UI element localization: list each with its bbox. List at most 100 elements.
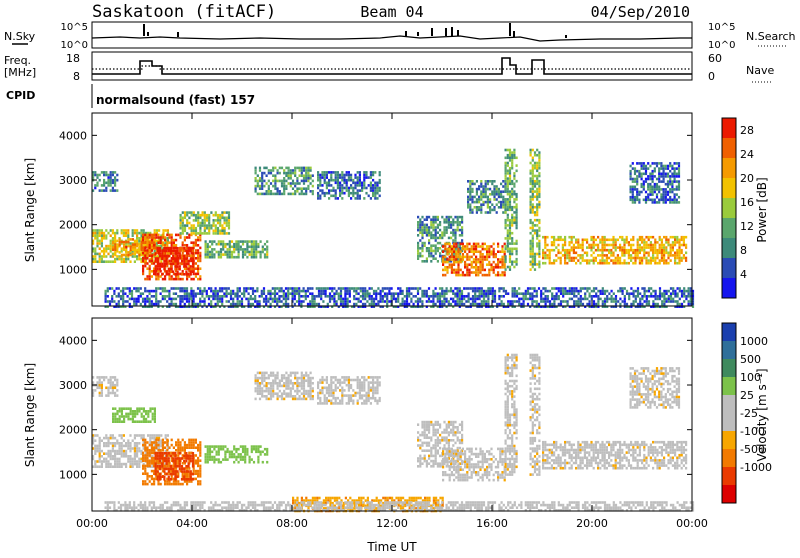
range-cell <box>125 251 127 254</box>
range-cell <box>112 434 114 437</box>
range-cell <box>573 259 575 262</box>
range-cell <box>446 218 448 221</box>
range-cell <box>494 298 496 301</box>
range-cell <box>224 211 226 214</box>
range-cell <box>685 298 687 301</box>
range-cell <box>388 300 390 303</box>
range-cell <box>449 250 451 253</box>
range-cell <box>96 450 98 453</box>
range-cell <box>678 170 680 173</box>
range-cell <box>337 179 339 182</box>
range-cell <box>633 300 635 303</box>
range-cell <box>296 287 298 290</box>
range-cell <box>501 271 503 274</box>
range-cell <box>643 239 645 242</box>
range-cell <box>361 182 363 185</box>
range-cell <box>199 217 201 220</box>
range-cell <box>538 250 540 253</box>
range-cell <box>573 295 575 298</box>
range-cell <box>457 248 459 251</box>
range-cell <box>344 292 346 295</box>
range-cell <box>532 159 534 162</box>
range-cell <box>511 216 513 219</box>
range-cell <box>666 290 668 293</box>
range-cell <box>151 303 153 306</box>
range-cell <box>452 234 454 237</box>
range-cell <box>645 170 647 173</box>
range-cell <box>496 193 498 196</box>
range-cell <box>575 241 577 244</box>
range-cell <box>578 292 580 295</box>
range-cell <box>151 260 153 263</box>
range-cell <box>500 206 502 209</box>
range-cell <box>650 262 652 265</box>
range-cell <box>166 270 168 273</box>
range-cell <box>663 173 665 176</box>
range-cell <box>365 187 367 190</box>
range-cell <box>435 250 437 253</box>
range-cell <box>197 292 199 295</box>
range-cell <box>201 295 203 298</box>
range-cell <box>674 178 676 181</box>
range-cell <box>586 287 588 290</box>
range-cell <box>488 261 490 264</box>
colorbar-tick-label: 8 <box>740 244 747 257</box>
range-cell <box>294 292 296 295</box>
range-cell <box>452 218 454 221</box>
range-cell <box>168 234 170 237</box>
range-cell <box>190 247 192 250</box>
range-cell <box>341 171 343 174</box>
range-cell <box>253 248 255 251</box>
range-cell <box>382 300 384 303</box>
range-cell <box>485 185 487 188</box>
range-cell <box>374 192 376 195</box>
range-cell <box>261 187 263 190</box>
range-cell <box>588 262 590 265</box>
range-cell <box>488 253 490 256</box>
range-cell <box>652 303 654 306</box>
range-cell <box>639 239 641 242</box>
range-cell <box>300 303 302 306</box>
range-cell <box>670 244 672 247</box>
range-cell <box>124 287 126 290</box>
range-cell <box>641 303 643 306</box>
range-cell <box>166 241 168 244</box>
range-cell <box>419 221 421 224</box>
range-cell <box>516 224 518 227</box>
range-cell <box>454 287 456 290</box>
range-cell <box>518 303 520 306</box>
range-cell <box>641 178 643 181</box>
range-cell <box>193 303 195 306</box>
range-cell <box>676 249 678 252</box>
range-cell <box>641 259 643 262</box>
range-cell <box>630 170 632 173</box>
range-cell <box>489 211 491 214</box>
range-cell <box>277 180 279 183</box>
range-cell <box>371 295 373 298</box>
range-cell <box>532 237 534 240</box>
range-cell <box>341 187 343 190</box>
range-cell <box>597 244 599 247</box>
range-cell <box>437 247 439 250</box>
range-cell <box>597 246 599 249</box>
colorbar-swatch <box>722 118 736 139</box>
range-cell <box>501 250 503 253</box>
range-cell <box>497 243 499 246</box>
range-cell <box>652 162 654 165</box>
range-cell <box>457 300 459 303</box>
range-cell <box>317 195 319 198</box>
range-cell <box>509 300 511 303</box>
range-cell <box>344 290 346 293</box>
range-cell <box>135 290 137 293</box>
range-cell <box>343 174 345 177</box>
range-cell <box>170 265 172 268</box>
range-cell <box>507 219 509 222</box>
range-cell <box>648 290 650 293</box>
range-cell <box>184 227 186 230</box>
range-cell <box>476 290 478 293</box>
range-cell <box>255 240 257 243</box>
range-cell <box>211 240 213 243</box>
range-cell <box>647 196 649 199</box>
range-cell <box>579 257 581 260</box>
range-cell <box>654 170 656 173</box>
